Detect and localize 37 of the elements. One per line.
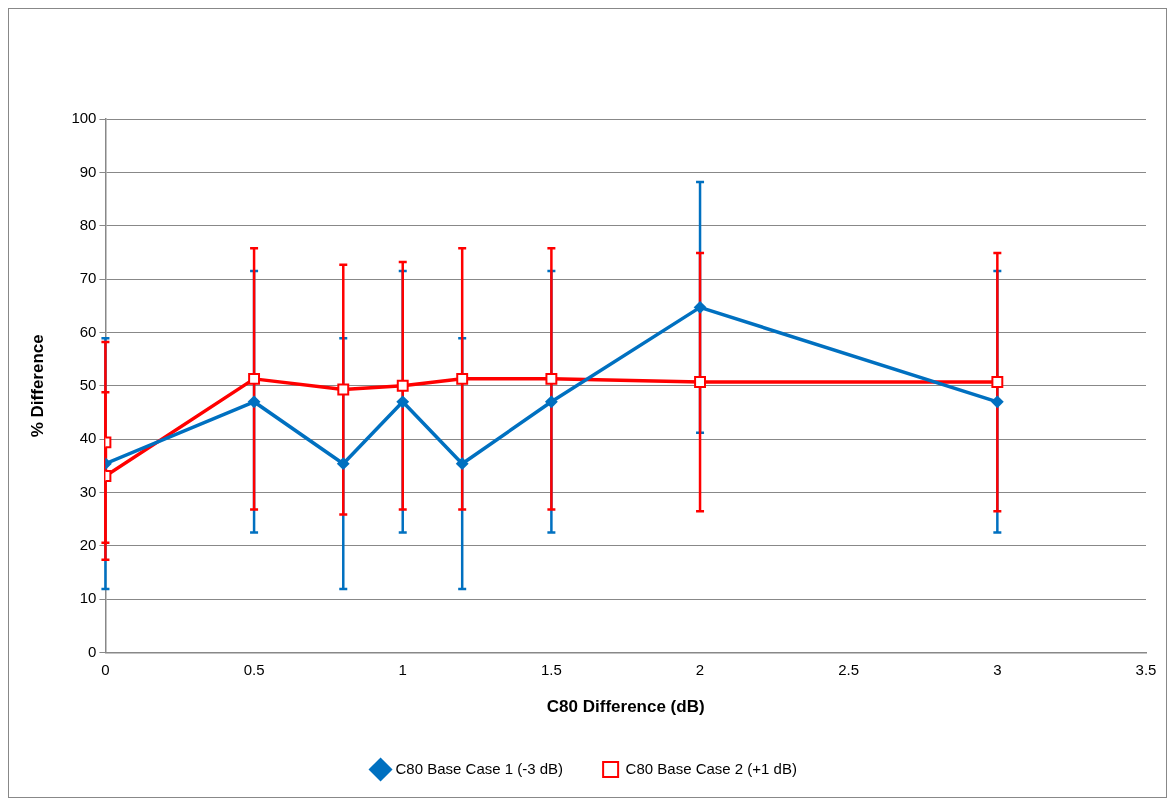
legend-label: C80 Base Case 1 (-3 dB) — [395, 759, 564, 777]
x-tick-label: 1.5 — [540, 660, 562, 678]
x-tick-label: 2.5 — [838, 660, 860, 678]
x-tick-label: 0.5 — [243, 660, 265, 678]
y-tick-label: 10 — [79, 589, 97, 607]
y-tick-label: 100 — [71, 109, 97, 127]
y-tick-label: 50 — [79, 375, 97, 393]
y-tick-label: 60 — [79, 322, 97, 340]
point — [991, 376, 1004, 389]
x-tick-label: 2 — [695, 660, 705, 678]
legend-label: C80 Base Case 2 (+1 dB) — [625, 759, 797, 777]
point — [694, 301, 707, 314]
point — [694, 376, 706, 389]
point — [337, 457, 350, 470]
point — [248, 372, 261, 385]
y-tick-label: 30 — [79, 482, 97, 500]
x-axis-title: C80 Difference (dB) — [546, 697, 705, 717]
y-tick-label: 80 — [79, 215, 97, 233]
point — [337, 383, 350, 396]
point — [248, 395, 261, 408]
point — [456, 457, 469, 470]
y-tick-label: 90 — [79, 162, 97, 180]
point — [456, 372, 469, 385]
x-tick-label: 0 — [101, 660, 110, 678]
point — [991, 395, 1004, 408]
y-tick-label: 20 — [79, 536, 97, 554]
point — [396, 379, 409, 392]
point — [396, 395, 409, 408]
y-tick-label: 0 — [88, 642, 97, 660]
y-tick-label: 40 — [79, 429, 97, 447]
x-tick-label: 3.5 — [1135, 660, 1157, 678]
x-tick-label: 3 — [993, 660, 1002, 678]
x-tick-label: 1 — [398, 660, 407, 678]
y-axis-title: % Difference — [27, 334, 47, 438]
point — [545, 395, 558, 408]
y-tick-label: 70 — [79, 269, 97, 287]
point — [545, 372, 558, 385]
